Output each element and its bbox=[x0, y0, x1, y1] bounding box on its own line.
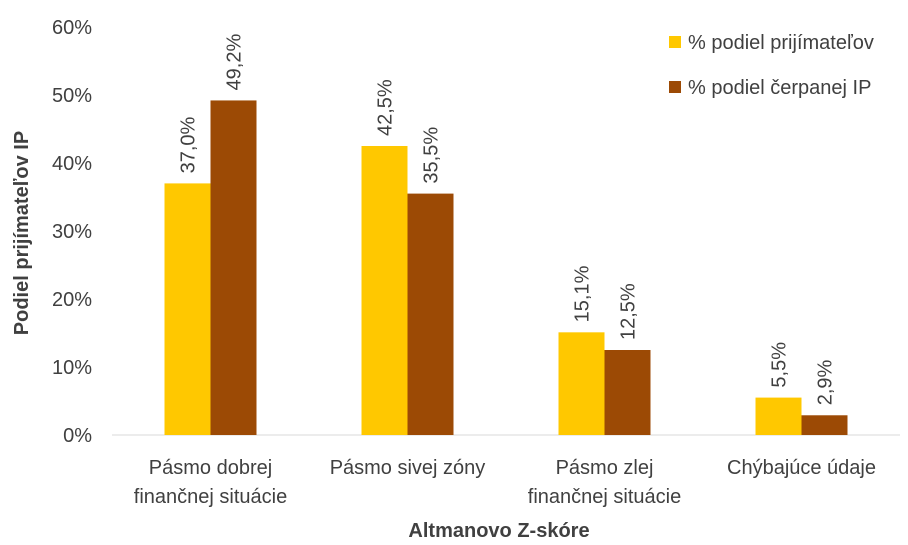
y-tick-label: 30% bbox=[52, 221, 92, 243]
bar bbox=[801, 415, 848, 435]
bars bbox=[164, 100, 848, 435]
legend: % podiel prijímateľov % podiel čerpanej I… bbox=[669, 32, 874, 99]
data-label: 12,5% bbox=[618, 283, 640, 340]
x-axis-title: Altmanovo Z-skóre bbox=[408, 520, 589, 542]
data-labels: 37,0% 49,2% 42,5% 35,5% 15,1% 12,5% 5,5% 2,9% bbox=[178, 34, 837, 406]
data-label: 2,9% bbox=[815, 359, 837, 405]
bar bbox=[604, 350, 651, 435]
data-label: 49,2% bbox=[224, 34, 246, 91]
y-tick-label: 40% bbox=[52, 153, 92, 175]
y-axis-ticks: 0% 10% 20% 30% 40% 50% 60% bbox=[52, 17, 92, 447]
y-tick-label: 20% bbox=[52, 289, 92, 311]
legend-label: % podiel prijímateľov bbox=[688, 32, 874, 54]
y-tick-label: 50% bbox=[52, 85, 92, 107]
data-label: 35,5% bbox=[421, 127, 443, 184]
y-axis-title: Podiel prijímateľov IP bbox=[11, 131, 33, 335]
x-category-label: Chýbajúce údaje bbox=[727, 457, 876, 479]
legend-swatch bbox=[669, 36, 681, 48]
y-tick-label: 10% bbox=[52, 357, 92, 379]
x-axis-categories: Pásmo dobrej finančnej situácie Pásmo sive… bbox=[134, 457, 876, 508]
data-label: 37,0% bbox=[178, 116, 200, 173]
x-category-label: Pásmo zlej finančnej situácie bbox=[528, 457, 681, 508]
y-tick-label: 60% bbox=[52, 17, 92, 39]
legend-swatch bbox=[669, 81, 681, 93]
bar bbox=[558, 332, 605, 435]
y-tick-label: 0% bbox=[63, 425, 92, 447]
data-label: 15,1% bbox=[572, 265, 594, 322]
bar bbox=[361, 146, 408, 435]
data-label: 42,5% bbox=[375, 79, 397, 136]
x-category-label: Pásmo sivej zóny bbox=[330, 457, 486, 479]
legend-label: % podiel čerpanej IP bbox=[688, 77, 871, 99]
bar bbox=[755, 397, 802, 435]
bar bbox=[407, 193, 454, 435]
bar bbox=[210, 100, 257, 435]
bar bbox=[164, 183, 211, 435]
data-label: 5,5% bbox=[769, 342, 791, 388]
x-category-label: Pásmo dobrej finančnej situácie bbox=[134, 457, 287, 508]
